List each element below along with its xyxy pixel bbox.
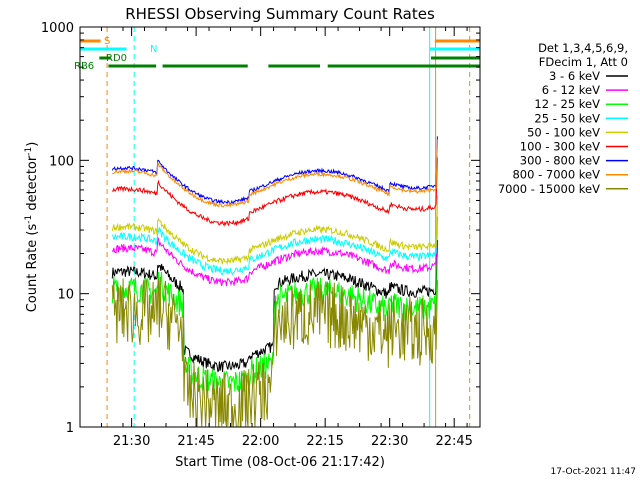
- x-tick-label: 21:30: [113, 434, 150, 449]
- legend-entry-label: 300 - 800 keV: [520, 154, 600, 168]
- legend-entry-label: 3 - 6 keV: [549, 69, 600, 83]
- x-tick-label: 22:30: [371, 434, 408, 449]
- series-line: [111, 276, 438, 428]
- y-label-sup1: -1: [24, 215, 34, 224]
- y-tick-label: 1000: [41, 21, 74, 36]
- y-label-part2: detector: [25, 155, 40, 215]
- flag-label: RB6: [74, 61, 94, 72]
- legend-entry-label: 25 - 50 keV: [534, 111, 600, 125]
- series-line: [111, 157, 438, 227]
- flag-label: RD0: [106, 53, 127, 64]
- legend-entry-label: 50 - 100 keV: [527, 125, 600, 139]
- flag-label: N: [150, 44, 157, 55]
- series-lines: [111, 136, 438, 428]
- legend-entry-label: 12 - 25 keV: [534, 97, 600, 111]
- legend-entry-label: 6 - 12 keV: [542, 83, 600, 97]
- legend-header-2: FDecim 1, Att 0: [539, 55, 628, 69]
- series-line: [111, 216, 438, 287]
- x-axis-ticks: 21:30 21:45 22:00 22:15 22:30 22:45: [79, 27, 473, 449]
- y-axis-label: Count Rate (s-1 detector-1): [24, 142, 40, 313]
- y-label-part1: Count Rate (s: [25, 224, 40, 313]
- x-tick-label: 22:00: [242, 434, 279, 449]
- flag-bars: S N RD0 RB6: [74, 36, 480, 72]
- x-tick-label: 22:45: [435, 434, 472, 449]
- plot-frame: [79, 26, 481, 428]
- y-tick-label: 100: [49, 154, 74, 169]
- y-tick-label: 1: [66, 421, 74, 436]
- legend-entry-label: 100 - 300 keV: [520, 140, 600, 154]
- series-line: [111, 204, 438, 276]
- y-tick-label: 10: [57, 288, 74, 303]
- timestamp: 17-Oct-2021 11:47: [551, 467, 636, 477]
- series-line: [112, 139, 438, 209]
- legend: Det 1,3,4,5,6,9, FDecim 1, Att 0 3 - 6 k…: [498, 41, 628, 196]
- y-label-part3: ): [25, 142, 40, 147]
- y-axis-ticks: 1 10 100 1000: [41, 21, 480, 436]
- series-line: [111, 195, 438, 266]
- series-line: [111, 256, 438, 396]
- x-axis-label: Start Time (08-Oct-06 21:17:42): [175, 455, 385, 470]
- series-line: [111, 240, 438, 373]
- legend-header-1: Det 1,3,4,5,6,9,: [538, 41, 628, 55]
- y-label-sup2: -1: [24, 147, 34, 156]
- flag-label: S: [104, 36, 110, 47]
- legend-entry-label: 800 - 7000 keV: [512, 168, 600, 182]
- legend-entry-label: 7000 - 15000 keV: [498, 182, 600, 196]
- chart-title: RHESSI Observing Summary Count Rates: [125, 5, 435, 23]
- x-tick-label: 21:45: [177, 434, 214, 449]
- x-tick-label: 22:15: [306, 434, 343, 449]
- series-line: [111, 136, 438, 206]
